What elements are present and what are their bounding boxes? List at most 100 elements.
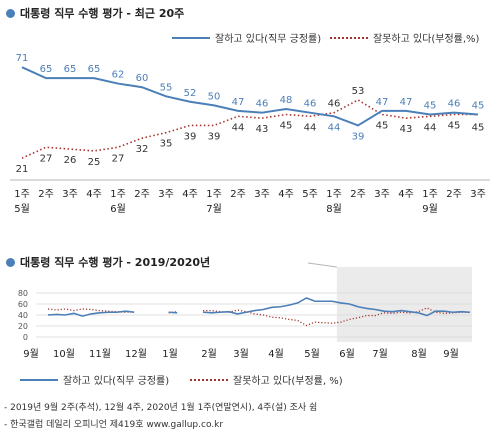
negative-data-label: 43 (256, 124, 269, 135)
negative-data-label: 25 (88, 157, 101, 168)
top-legend-positive-label: 잘하고 있다(직무 긍정률) (215, 34, 322, 45)
month-tick-label: 6월 (339, 348, 355, 360)
positive-data-label: 50 (208, 91, 221, 102)
x-tick-label: 2주 (230, 189, 246, 200)
positive-data-label: 48 (280, 95, 293, 106)
positive-data-label: 52 (184, 88, 197, 99)
top-chart-title-text: 대통령 직무 수행 평가 - 최근 20주 (20, 7, 185, 20)
x-tick-label: 4주 (182, 189, 198, 200)
top-legend-negative: 잘못하고 있다(부정률,%) (330, 30, 479, 45)
negative-data-label: 26 (64, 155, 77, 166)
x-tick-label: 1주 (14, 189, 30, 200)
positive-series-line (47, 310, 135, 317)
x-tick-label: 4주 (86, 189, 102, 200)
negative-data-label: 39 (184, 131, 197, 142)
negative-data-label: 44 (232, 122, 245, 133)
positive-series-line (21, 66, 479, 127)
recent-period-highlight (336, 267, 472, 342)
bullet-dot-icon (6, 8, 15, 18)
positive-data-label: 46 (448, 99, 461, 110)
negative-data-label: 35 (160, 139, 173, 150)
x-tick-label: 5월 (14, 203, 30, 215)
y-tick-label: 20 (18, 322, 28, 331)
month-tick-label: 4월 (268, 348, 284, 360)
month-tick-label: 8월 (411, 348, 427, 360)
negative-data-label: 46 (328, 99, 341, 110)
x-tick-label: 2주 (134, 189, 150, 200)
positive-data-label: 47 (376, 97, 389, 108)
zoom-connector-line (307, 262, 337, 268)
x-tick-label: 3주 (158, 189, 174, 200)
x-tick-label: 3주 (62, 189, 78, 200)
legend-solid-line-icon (172, 36, 210, 39)
month-tick-label: 5월 (304, 348, 320, 360)
positive-data-label: 47 (400, 97, 413, 108)
positive-data-label: 45 (424, 101, 437, 112)
x-tick-label: 1주 (422, 189, 438, 200)
bottom-line-chart: 0 20 40 60 80 9월 10월 11월 12월 1월 2월 3월 4월 5월 6월 7월 8월 9월 (18, 262, 472, 360)
positive-data-label: 46 (256, 99, 269, 110)
x-tick-label: 9월 (422, 203, 438, 215)
positive-data-label: 44 (328, 122, 341, 133)
footnotes: - 2019년 9월 2주(추석), 12월 4주, 2020년 1월 1주(연… (4, 400, 317, 434)
month-tick-label: 11월 (89, 348, 111, 360)
positive-data-label: 39 (352, 131, 365, 142)
x-tick-label: 1주 (326, 189, 342, 200)
positive-data-label: 47 (232, 97, 245, 108)
bottom-legend-positive-label: 잘하고 있다(직무 긍정률) (63, 376, 170, 387)
bottom-legend-negative: 잘못하고 있다(부정률, %) (190, 372, 343, 387)
negative-data-label: 43 (400, 124, 413, 135)
month-tick-label: 1월 (162, 348, 178, 360)
x-tick-label: 2주 (350, 189, 366, 200)
legend-dotted-line-icon (190, 378, 228, 381)
positive-data-label: 65 (40, 64, 53, 75)
negative-data-label: 53 (352, 86, 365, 97)
x-tick-label: 2주 (38, 189, 54, 200)
x-tick-label: 5주 (302, 189, 318, 200)
x-tick-label: 3주 (254, 189, 270, 200)
month-tick-label: 9월 (23, 348, 39, 360)
positive-data-label: 60 (136, 73, 149, 84)
legend-solid-line-icon (20, 378, 58, 381)
positive-series-line (168, 311, 178, 314)
top-line-chart: 71 21 65 27 65 26 65 25 62 27 60 32 55 35 52 39 50 39 47 44… (10, 53, 490, 215)
x-tick-label: 3주 (470, 189, 486, 200)
negative-data-label: 45 (448, 121, 461, 132)
x-tick-label: 3주 (374, 189, 390, 200)
bottom-chart-title: 대통령 직무 수행 평가 - 2019/2020년 (6, 254, 210, 270)
negative-data-label: 45 (280, 121, 293, 132)
negative-data-label: 27 (40, 153, 53, 164)
positive-data-label: 65 (88, 64, 101, 75)
top-legend-positive: 잘하고 있다(직무 긍정률) (172, 30, 321, 45)
month-tick-label: 9월 (443, 348, 459, 360)
x-tick-label: 4주 (278, 189, 294, 200)
y-tick-label: 40 (18, 311, 28, 320)
bottom-chart-title-text: 대통령 직무 수행 평가 - 2019/2020년 (20, 256, 211, 269)
bottom-legend-negative-label: 잘못하고 있다(부정률, %) (233, 376, 343, 387)
negative-data-label: 45 (376, 121, 389, 132)
negative-data-label: 44 (304, 122, 317, 133)
month-tick-label: 12월 (125, 348, 147, 360)
month-tick-label: 2월 (201, 348, 217, 360)
positive-data-label: 62 (112, 70, 125, 81)
y-tick-label: 60 (18, 300, 28, 309)
positive-data-label: 45 (472, 101, 485, 112)
positive-data-label: 46 (304, 99, 317, 110)
x-tick-label: 8월 (326, 203, 342, 215)
negative-data-label: 39 (208, 131, 221, 142)
negative-data-label: 21 (16, 164, 29, 175)
negative-data-label: 27 (112, 153, 125, 164)
month-tick-label: 7월 (372, 348, 388, 360)
x-tick-label: 2주 (446, 189, 462, 200)
positive-data-label: 71 (16, 53, 29, 64)
positive-series-line (202, 297, 471, 317)
footnote-2: - 한국갤럽 데일리 오피니언 제419호 www.gallup.co.kr (4, 420, 224, 430)
x-tick-label: 7월 (206, 203, 222, 215)
positive-data-label: 55 (160, 82, 173, 93)
footnote-1: - 2019년 9월 2주(추석), 12월 4주, 2020년 1월 1주(연… (4, 403, 318, 413)
top-legend-negative-label: 잘못하고 있다(부정률,%) (373, 34, 480, 45)
negative-data-label: 32 (136, 144, 149, 155)
bottom-legend-positive: 잘하고 있다(직무 긍정률) (20, 372, 169, 387)
month-tick-label: 10월 (53, 348, 75, 360)
negative-data-label: 45 (472, 123, 485, 134)
